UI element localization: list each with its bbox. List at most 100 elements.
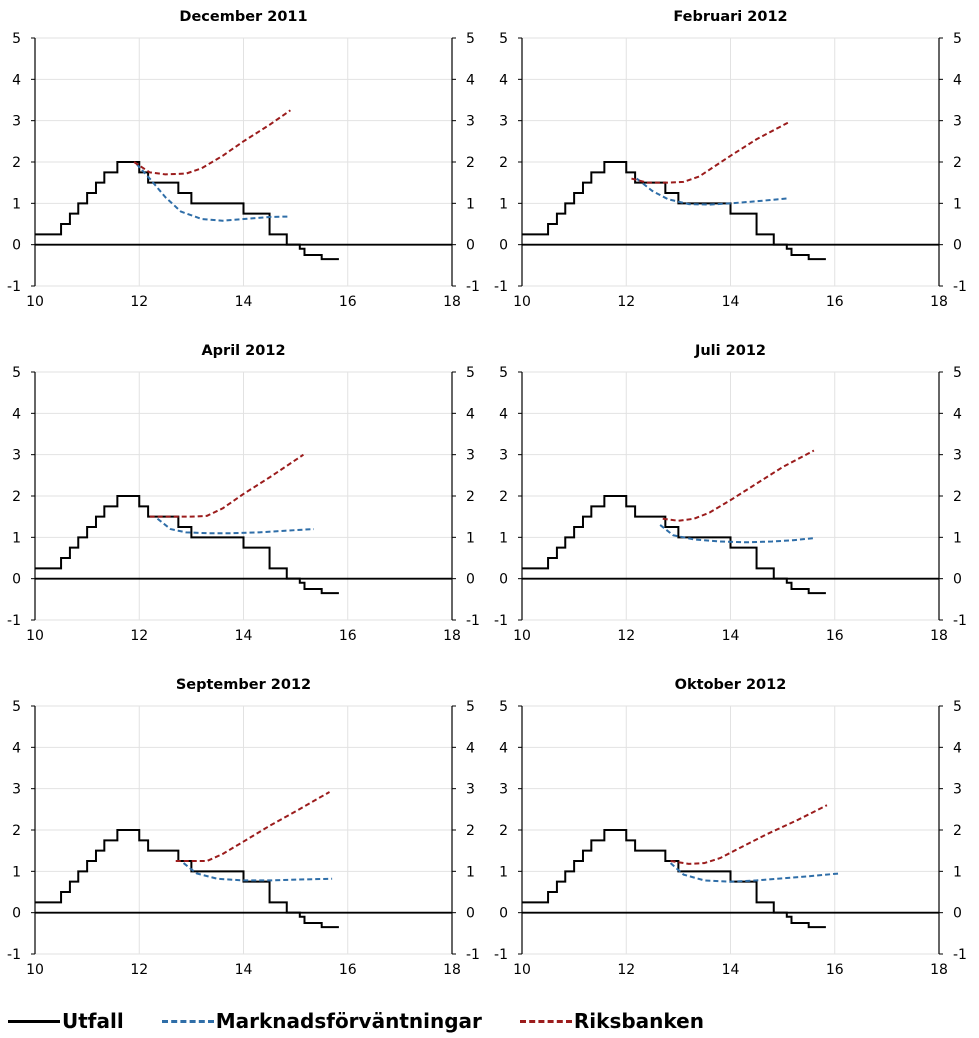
y-tick-label-right: 3 (466, 782, 475, 798)
series-utfall (522, 161, 826, 261)
series-utfall (35, 495, 339, 595)
y-tick-label-left: -1 (494, 613, 508, 629)
y-tick-label-right: 3 (466, 448, 475, 464)
legend-item-utfall: Utfall (8, 1009, 124, 1033)
chart-panel-5: September 2012-1 -10 01 12 23 34 45 510 12 14 16 18 (7, 677, 480, 978)
y-tick-label-right: 5 (953, 699, 962, 715)
y-tick-label-left: 1 (499, 864, 508, 880)
y-tick-label-left: 1 (499, 196, 508, 212)
x-tick-label: 16 (339, 962, 357, 978)
y-tick-label-right: 5 (466, 31, 475, 47)
y-tick-label-right: -1 (953, 613, 967, 629)
y-tick-label-left: 5 (12, 699, 21, 715)
y-tick-label-right: 3 (953, 448, 962, 464)
y-tick-label-left: 3 (499, 782, 508, 798)
y-tick-label-left: -1 (494, 947, 508, 963)
y-tick-label-left: 4 (12, 406, 21, 422)
x-tick-label: 10 (26, 294, 44, 310)
series-market (669, 862, 841, 883)
y-tick-label-left: 3 (12, 448, 21, 464)
series-market (636, 177, 788, 206)
series-market (135, 163, 288, 222)
y-tick-label-right: 1 (953, 530, 962, 546)
x-tick-label: 16 (826, 294, 844, 310)
y-tick-label-left: -1 (494, 279, 508, 295)
x-tick-label: 14 (722, 294, 740, 310)
x-tick-label: 10 (513, 962, 531, 978)
legend: Utfall Marknadsförväntningar Riksbanken (8, 1004, 742, 1038)
y-tick-label-right: -1 (953, 279, 967, 295)
y-tick-label-left: 1 (12, 196, 21, 212)
y-tick-label-right: 2 (953, 489, 962, 505)
y-tick-label-right: 4 (466, 406, 475, 422)
y-tick-label-right: 0 (466, 572, 475, 588)
chart-title: Juli 2012 (694, 343, 766, 359)
y-tick-label-right: 4 (953, 740, 962, 756)
y-tick-label-left: 4 (499, 406, 508, 422)
y-tick-label-left: 3 (12, 114, 21, 130)
series-riksbanken (631, 121, 789, 184)
x-tick-label: 18 (930, 294, 948, 310)
x-tick-label: 18 (443, 628, 461, 644)
legend-swatch-utfall (8, 1019, 60, 1023)
y-tick-label-right: 0 (953, 572, 962, 588)
x-tick-label: 14 (722, 628, 740, 644)
y-tick-label-right: 4 (466, 740, 475, 756)
y-tick-label-right: 1 (953, 196, 962, 212)
x-tick-label: 16 (826, 962, 844, 978)
x-tick-label: 18 (443, 962, 461, 978)
y-tick-label-left: 1 (499, 530, 508, 546)
y-tick-label-left: 0 (12, 238, 21, 254)
y-tick-label-left: 0 (499, 238, 508, 254)
y-tick-label-right: 1 (466, 530, 475, 546)
y-tick-label-left: 4 (12, 740, 21, 756)
y-tick-label-right: 4 (953, 72, 962, 88)
chart-grid: December 2011-1 -10 01 12 23 34 45 510 12 14 16 18F… (7, 9, 967, 978)
y-tick-label-left: 2 (12, 489, 21, 505)
legend-label-riksbanken: Riksbanken (573, 1009, 704, 1033)
x-tick-label: 14 (235, 294, 253, 310)
y-tick-label-right: -1 (953, 947, 967, 963)
y-tick-label-left: 1 (12, 864, 21, 880)
y-tick-label-right: -1 (466, 613, 480, 629)
chart-title: September 2012 (176, 677, 311, 693)
y-tick-label-left: 3 (499, 448, 508, 464)
series-utfall (522, 495, 826, 595)
y-tick-label-left: 2 (499, 155, 508, 171)
y-tick-label-left: 5 (12, 31, 21, 47)
y-tick-label-right: 2 (466, 823, 475, 839)
chart-panel-1: December 2011-1 -10 01 12 23 34 45 510 12 14 16 18 (7, 9, 480, 310)
y-tick-label-left: 5 (12, 365, 21, 381)
y-tick-label-right: 5 (953, 365, 962, 381)
y-tick-label-left: 1 (12, 530, 21, 546)
series-riksbanken (133, 109, 291, 176)
y-tick-label-right: 3 (953, 782, 962, 798)
y-tick-label-left: 2 (12, 823, 21, 839)
y-tick-label-right: 0 (466, 906, 475, 922)
series-riksbanken (175, 791, 331, 862)
chart-title: Februari 2012 (673, 9, 787, 25)
y-tick-label-left: 4 (499, 72, 508, 88)
y-tick-label-right: 0 (466, 238, 475, 254)
x-tick-label: 10 (513, 294, 531, 310)
y-tick-label-left: 2 (12, 155, 21, 171)
y-tick-label-left: 4 (12, 72, 21, 88)
x-tick-label: 12 (617, 294, 635, 310)
series-riksbanken (670, 804, 828, 865)
legend-item-market: Marknadsförväntningar (161, 1009, 482, 1033)
series-utfall (522, 829, 826, 929)
y-tick-label-right: 5 (466, 365, 475, 381)
chart-title: April 2012 (201, 343, 285, 359)
y-tick-label-right: 3 (466, 114, 475, 130)
series-riksbanken (149, 453, 305, 518)
y-tick-label-left: 0 (499, 572, 508, 588)
chart-panel-4: Juli 2012-1 -10 01 12 23 34 45 510 12 14 16 18 (494, 343, 967, 644)
y-tick-label-right: 1 (953, 864, 962, 880)
legend-swatch-riksbanken (519, 1019, 572, 1023)
x-tick-label: 12 (617, 962, 635, 978)
y-tick-label-right: 4 (953, 406, 962, 422)
y-tick-label-left: -1 (7, 279, 21, 295)
legend-item-riksbanken: Riksbanken (519, 1009, 704, 1033)
y-tick-label-right: -1 (466, 279, 480, 295)
y-tick-label-right: 5 (466, 699, 475, 715)
